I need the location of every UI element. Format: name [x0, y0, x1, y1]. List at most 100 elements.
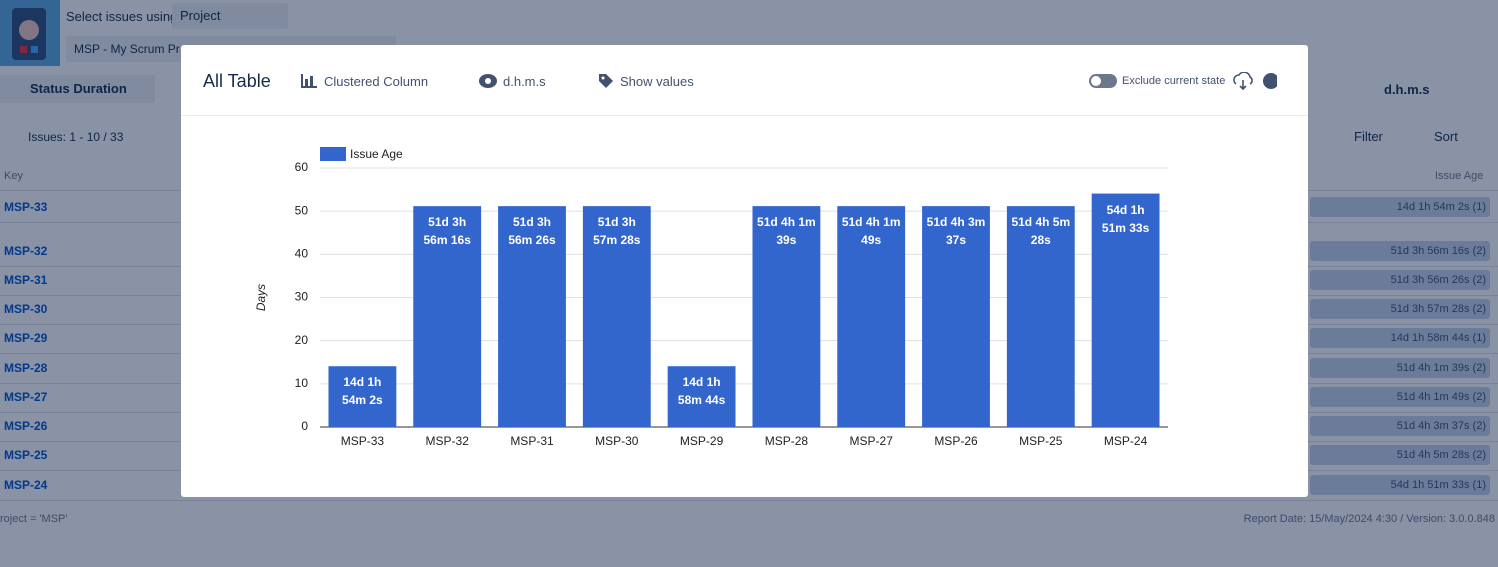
x-tick-label: MSP-32 [426, 434, 470, 448]
bar [413, 206, 482, 427]
bar [752, 206, 821, 427]
age-value: 51d 4h 1m 39s [1396, 362, 1470, 374]
age-count: (1) [1472, 201, 1486, 213]
y-tick-label: 60 [295, 160, 309, 174]
exclude-label: Exclude current state [1122, 75, 1226, 87]
value-label: 51d 3h 56m 16s [423, 215, 471, 248]
app-icon [0, 0, 60, 66]
x-tick-label: MSP-30 [595, 434, 639, 448]
age-pill: 51d 4h 1m 49s (2) [1310, 387, 1490, 407]
chart-icon [301, 74, 317, 88]
divider [0, 500, 1498, 501]
x-tick-label: MSP-33 [341, 434, 385, 448]
age-count: (2) [1472, 303, 1486, 315]
age-value: 51d 4h 1m 49s [1396, 391, 1470, 403]
column-header: Issue Age [1435, 170, 1484, 182]
value-label: 51d 3h 56m 26s [508, 215, 556, 248]
value-label: 14d 1h 58m 44s [677, 375, 726, 408]
legend-label: Issue Age [350, 147, 403, 161]
age-value: 51d 4h 3m 37s [1396, 420, 1470, 432]
age-pill: 51d 4h 1m 39s (2) [1310, 358, 1490, 378]
age-pill: 51d 3h 56m 16s (2) [1310, 241, 1490, 261]
issue-key: MSP-28 [4, 361, 48, 375]
eye-icon [479, 74, 497, 88]
footer-report: Report Date: 15/May/2024 4:30 / Version:… [1243, 513, 1495, 525]
toggle[interactable] [1089, 74, 1117, 88]
age-value: 51d 3h 57m 28s [1390, 303, 1470, 315]
issue-key: MSP-30 [4, 302, 48, 316]
x-tick-label: MSP-24 [1104, 434, 1148, 448]
age-count: (2) [1472, 420, 1486, 432]
x-tick-label: MSP-25 [1019, 434, 1063, 448]
age-value: 14d 1h 58m 44s [1390, 332, 1470, 344]
chart: 0 10 20 30 40 50 60 Days Issue Age MSP-33 MSP-32 MS… [181, 115, 1308, 497]
select-dropdown[interactable]: Project [172, 3, 288, 29]
y-tick-label: 0 [301, 419, 308, 433]
age-value: 14d 1h 54m 2s [1396, 201, 1470, 213]
issue-key: MSP-32 [4, 244, 48, 258]
value-label: 51d 4h 3m 37s [926, 215, 986, 248]
issue-key: MSP-33 [4, 200, 48, 214]
value-label: 54d 1h 51m 33s [1101, 202, 1150, 235]
x-tick-label: MSP-27 [850, 434, 894, 448]
age-value: 51d 4h 5m 28s [1396, 449, 1470, 461]
issue-key: MSP-27 [4, 390, 48, 404]
y-axis-label: Days [254, 284, 268, 311]
issue-key: MSP-31 [4, 273, 48, 287]
age-count: (2) [1472, 391, 1486, 403]
age-pill: 14d 1h 58m 44s (1) [1310, 328, 1490, 348]
bar [582, 206, 651, 427]
select-label: Select issues using [66, 9, 178, 24]
bar [498, 206, 566, 427]
chart-type-dropdown[interactable]: Clustered Column [324, 74, 429, 89]
bar [328, 366, 397, 427]
age-pill: 14d 1h 54m 2s (1) [1310, 197, 1490, 217]
divider [181, 115, 1308, 116]
age-pill: 51d 3h 56m 26s (2) [1310, 270, 1490, 290]
x-tick-label: MSP-29 [680, 434, 724, 448]
issue-key: MSP-29 [4, 331, 48, 345]
format-button[interactable]: d.h.m.s [1384, 82, 1430, 97]
x-tick-label: MSP-26 [934, 434, 978, 448]
age-count: (2) [1472, 274, 1486, 286]
status-button[interactable]: Status Duration [0, 75, 155, 103]
value-label: 51d 4h 1m 49s [841, 215, 901, 248]
filter-button[interactable]: Filter [1354, 129, 1383, 144]
issue-key: MSP-25 [4, 448, 48, 462]
y-tick-label: 10 [295, 376, 309, 390]
legend-swatch [320, 147, 346, 161]
tag-icon [599, 74, 613, 88]
issue-key: MSP-24 [4, 478, 48, 492]
issue-key: MSP-26 [4, 419, 48, 433]
y-tick-label: 30 [295, 290, 309, 304]
bar [1091, 193, 1160, 427]
value-label: 51d 4h 5m 28s [1011, 215, 1071, 248]
age-count: (2) [1472, 362, 1486, 374]
age-count: (2) [1472, 449, 1486, 461]
sort-button[interactable]: Sort [1434, 129, 1458, 144]
value-label: 51d 3h 57m 28s [593, 215, 641, 248]
y-tick-label: 50 [295, 203, 309, 217]
y-tick-label: 20 [295, 333, 309, 347]
header-icons[interactable] [1233, 72, 1277, 90]
bar [667, 366, 736, 427]
age-pill: 51d 3h 57m 28s (2) [1310, 299, 1490, 319]
age-value: 51d 3h 56m 16s [1390, 245, 1470, 257]
value-label: 51d 4h 1m 39s [757, 215, 816, 248]
modal: All Table Clustered Column d.h.m.s Show … [181, 45, 1308, 497]
value-label: 14d 1h 54m 2s [342, 375, 383, 408]
modal-title: All Table [203, 71, 271, 91]
footer-jql: roject = 'MSP' [0, 513, 68, 525]
y-tick-label: 40 [295, 247, 309, 261]
bar [837, 206, 906, 427]
show-values-dropdown[interactable]: Show values [620, 74, 694, 89]
format-dropdown[interactable]: d.h.m.s [503, 74, 546, 89]
bar [922, 206, 990, 427]
age-pill: 51d 4h 3m 37s (2) [1310, 416, 1490, 436]
chart-svg: 0 10 20 30 40 50 60 Days Issue Age MSP-33 MSP-32 MS… [254, 147, 1168, 448]
age-count: (1) [1472, 479, 1486, 491]
age-value: 54d 1h 51m 33s [1390, 479, 1470, 491]
column-header: Key [4, 170, 23, 182]
x-tick-label: MSP-31 [510, 434, 554, 448]
